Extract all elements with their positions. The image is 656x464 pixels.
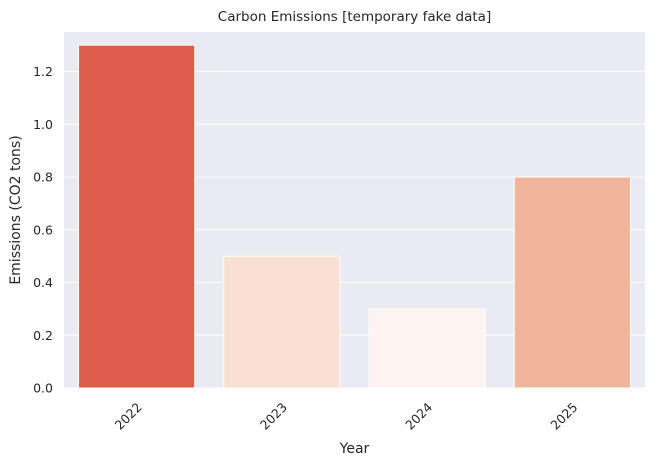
y-tick-label: 1.2 [33,64,53,79]
y-axis-label: Emissions (CO2 tons) [8,135,24,284]
x-axis-ticks: 2022 2023 2024 2025 [112,399,581,432]
chart-title: Carbon Emissions [temporary fake data] [218,9,491,25]
x-tick-label: 2024 [402,399,435,432]
x-tick-label: 2025 [547,400,580,433]
bar-2022 [78,44,196,389]
y-tick-label: 0.0 [33,381,53,396]
bars [78,44,631,389]
bar-2024 [368,308,486,389]
y-tick-label: 1.0 [33,117,53,132]
bar-2023 [223,255,341,389]
bar-2025 [513,176,631,389]
y-tick-label: 0.6 [33,222,53,237]
x-axis-label: Year [339,441,370,457]
y-axis-ticks: 0.0 0.2 0.4 0.6 0.8 1.0 1.2 [33,64,53,395]
x-tick-label: 2023 [257,400,290,433]
y-tick-label: 0.4 [33,275,53,290]
x-tick-label: 2022 [112,400,145,433]
y-tick-label: 0.2 [33,328,53,343]
y-tick-label: 0.8 [33,170,53,185]
